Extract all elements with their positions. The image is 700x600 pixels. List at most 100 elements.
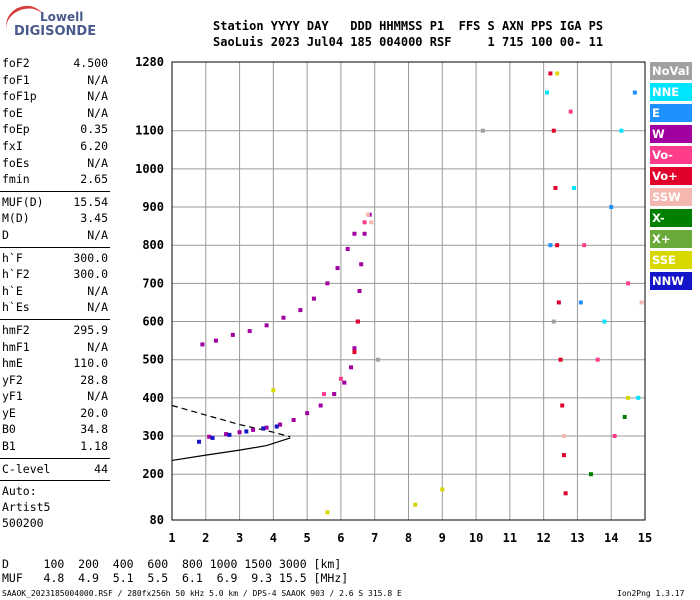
data-point-w	[230, 332, 235, 337]
polarization-legend: NoVal NNE E W Vo- Vo+ SSW X- X+ SSE NNW	[650, 62, 692, 293]
data-point-w	[318, 403, 323, 408]
param-row: yE 20.0	[0, 406, 110, 423]
data-point-vo-	[556, 300, 561, 305]
param-value: N/A	[87, 227, 108, 242]
data-point-w	[359, 262, 364, 267]
legend-item-vo-: Vo-	[650, 146, 692, 164]
param-value: N/A	[87, 72, 108, 87]
param-value: 15.54	[73, 194, 108, 209]
data-point-w	[345, 247, 350, 252]
param-value: 6.20	[80, 138, 108, 153]
profile-curve	[171, 437, 291, 462]
param-row: yF2 28.8	[0, 373, 110, 390]
data-point-vo-	[322, 392, 327, 397]
legend-item-sse: SSE	[650, 251, 692, 269]
y-tick-label: 800	[142, 238, 164, 252]
y-tick-label: 1280	[135, 55, 164, 69]
param-row: foF1p N/A	[0, 89, 110, 106]
legend-item-nnw: NNW	[650, 272, 692, 290]
param-row: MUF(D) 15.54	[0, 195, 110, 212]
data-point-vo-	[560, 403, 565, 408]
param-name: D	[2, 227, 9, 242]
param-value: N/A	[87, 283, 108, 298]
data-point-nnw	[274, 424, 279, 429]
data-point-sse	[626, 395, 631, 400]
data-point-w	[298, 308, 303, 313]
data-point-w	[213, 338, 218, 343]
param-name: yE	[2, 405, 16, 420]
x-tick-label: 10	[469, 531, 483, 545]
x-tick-label: 2	[202, 531, 209, 545]
x-tick-label: 12	[536, 531, 550, 545]
param-divider	[0, 246, 110, 248]
y-tick-label: 400	[142, 391, 164, 405]
param-value: 1.18	[80, 439, 108, 454]
data-point-w	[200, 342, 205, 347]
muf-row: MUF 4.8 4.9 5.1 5.5 6.1 6.9 9.3 15.5 [MH…	[2, 571, 349, 585]
param-name: foEs	[2, 155, 30, 170]
param-row: D N/A	[0, 228, 110, 245]
data-point-nne	[602, 319, 607, 324]
param-value: N/A	[87, 300, 108, 315]
param-value: 3.45	[80, 211, 108, 226]
profile-curve-dashed	[171, 404, 291, 438]
param-value: 110.0	[73, 356, 108, 371]
param-divider	[0, 318, 110, 320]
param-row: fmin 2.65	[0, 172, 110, 189]
file-info: SAAOK_2023185004000.RSF / 280fx256h 50 k…	[2, 589, 402, 598]
param-name: M(D)	[2, 211, 30, 226]
data-point-w	[332, 392, 337, 397]
data-point-w	[362, 231, 367, 236]
param-name: fmin	[2, 172, 30, 187]
param-name: h`E	[2, 283, 23, 298]
param-name: B0	[2, 422, 16, 437]
param-value: 4.500	[73, 56, 108, 70]
data-point-w	[264, 425, 269, 430]
x-tick-label: 11	[503, 531, 517, 545]
param-value: 20.0	[80, 405, 108, 420]
x-tick-label: 1	[168, 531, 175, 545]
data-point-w	[207, 434, 212, 439]
data-point-vo-	[582, 243, 587, 248]
data-point-vo-	[551, 128, 556, 133]
data-point-nne	[636, 395, 641, 400]
param-row: foF2 4.500	[0, 56, 110, 73]
param-divider	[0, 457, 110, 459]
param-value: 295.9	[73, 322, 108, 337]
header-row-labels: Station YYYY DAY DDD HHMMSS P1 FFS S AXN…	[213, 19, 604, 33]
data-point-sse	[271, 388, 276, 393]
data-point-sse	[555, 71, 560, 76]
param-divider	[0, 190, 110, 192]
param-value: 34.8	[80, 422, 108, 437]
data-point-nne	[619, 128, 624, 133]
param-row: hmF1 N/A	[0, 340, 110, 357]
data-point-vo-	[561, 453, 566, 458]
param-name: hmF2	[2, 322, 30, 337]
param-row: foEp 0.35	[0, 122, 110, 139]
param-name: fxI	[2, 138, 23, 153]
data-point-ssw	[561, 434, 566, 439]
data-point-vo-	[568, 109, 573, 114]
param-divider	[0, 480, 110, 482]
autoscale-line: Artist5	[2, 500, 51, 515]
digisonde-logo: Lowell DIGISONDE	[1, 0, 112, 49]
legend-item-x-: X-	[650, 209, 692, 227]
data-point-nne	[572, 185, 577, 190]
data-point-w	[224, 432, 229, 437]
legend-item-w: W	[650, 125, 692, 143]
y-tick-label: 700	[142, 276, 164, 290]
x-tick-label: 3	[236, 531, 243, 545]
param-name: foF2	[2, 56, 30, 70]
param-name: h`F2	[2, 267, 30, 282]
x-tick-label: 9	[439, 531, 446, 545]
data-point-w	[281, 315, 286, 320]
data-point-noval	[480, 128, 485, 133]
param-name: MUF(D)	[2, 194, 44, 209]
param-value: 28.8	[80, 372, 108, 387]
version-label: Ion2Png 1.3.17	[617, 589, 685, 598]
header-row-values: SaoLuis 2023 Jul04 185 004000 RSF 1 715 …	[213, 35, 604, 49]
ionospheric-parameters-panel: foF2 4.500 foF1 N/A foF1p N/A foE N/A foEp 0.35 fx…	[0, 56, 110, 532]
param-name: foEp	[2, 122, 30, 137]
param-row: hmE 110.0	[0, 356, 110, 373]
param-value: N/A	[87, 339, 108, 354]
